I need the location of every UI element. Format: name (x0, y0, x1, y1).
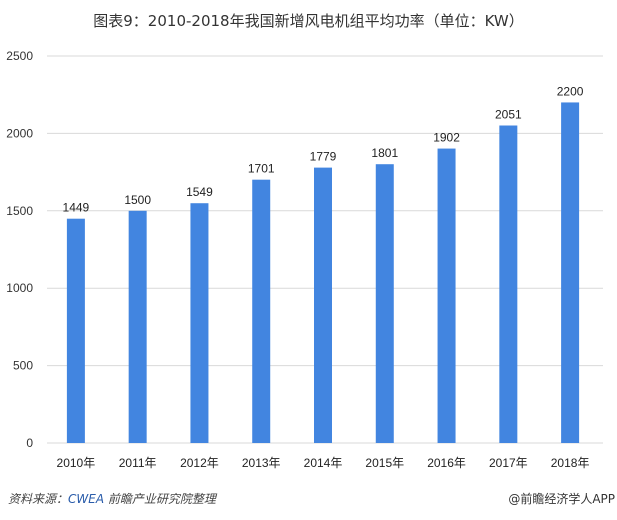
bar (252, 179, 271, 444)
data-label: 1701 (248, 162, 275, 176)
x-tick-label: 2016年 (427, 456, 466, 470)
data-label: 1902 (433, 131, 460, 145)
y-tick-label: 2000 (6, 126, 33, 140)
source-prefix: 资料来源： (8, 492, 69, 506)
credit: @前瞻经济学人APP (508, 492, 615, 506)
data-label: 2200 (557, 84, 584, 98)
bar (499, 125, 518, 444)
source-suffix: 前瞻产业研究院整理 (104, 492, 216, 506)
bar (66, 218, 85, 443)
x-tick-label: 2012年 (180, 456, 219, 470)
y-tick-label: 1500 (6, 204, 33, 218)
y-tick-label: 1000 (6, 281, 33, 295)
x-tick-label: 2013年 (242, 456, 281, 470)
data-label: 1449 (63, 201, 90, 215)
x-tick-label: 2015年 (365, 456, 404, 470)
data-label: 2051 (495, 108, 522, 122)
x-tick-label: 2011年 (119, 456, 157, 470)
x-tick-label: 2014年 (304, 456, 343, 470)
data-label: 1500 (124, 193, 151, 207)
data-label: 1801 (371, 146, 398, 160)
data-label: 1779 (310, 150, 337, 164)
y-tick-label: 0 (26, 436, 33, 450)
x-tick-label: 2017年 (489, 456, 528, 470)
bar (561, 102, 580, 443)
bar (375, 164, 394, 443)
chart-title: 图表9：2010-2018年我国新增风电机组平均功率（单位：KW） (93, 12, 524, 30)
y-tick-label: 500 (13, 359, 33, 373)
data-label: 1549 (186, 185, 213, 199)
source-note: 资料来源：CWEA 前瞻产业研究院整理 (8, 490, 216, 507)
source-name: CWEA (68, 492, 105, 506)
bar (190, 203, 209, 443)
bar (314, 167, 332, 444)
x-tick-label: 2010年 (57, 456, 96, 470)
bar (128, 210, 147, 443)
x-tick-label: 2018年 (551, 456, 590, 470)
y-tick-label: 2500 (6, 49, 33, 63)
bar (437, 148, 456, 443)
